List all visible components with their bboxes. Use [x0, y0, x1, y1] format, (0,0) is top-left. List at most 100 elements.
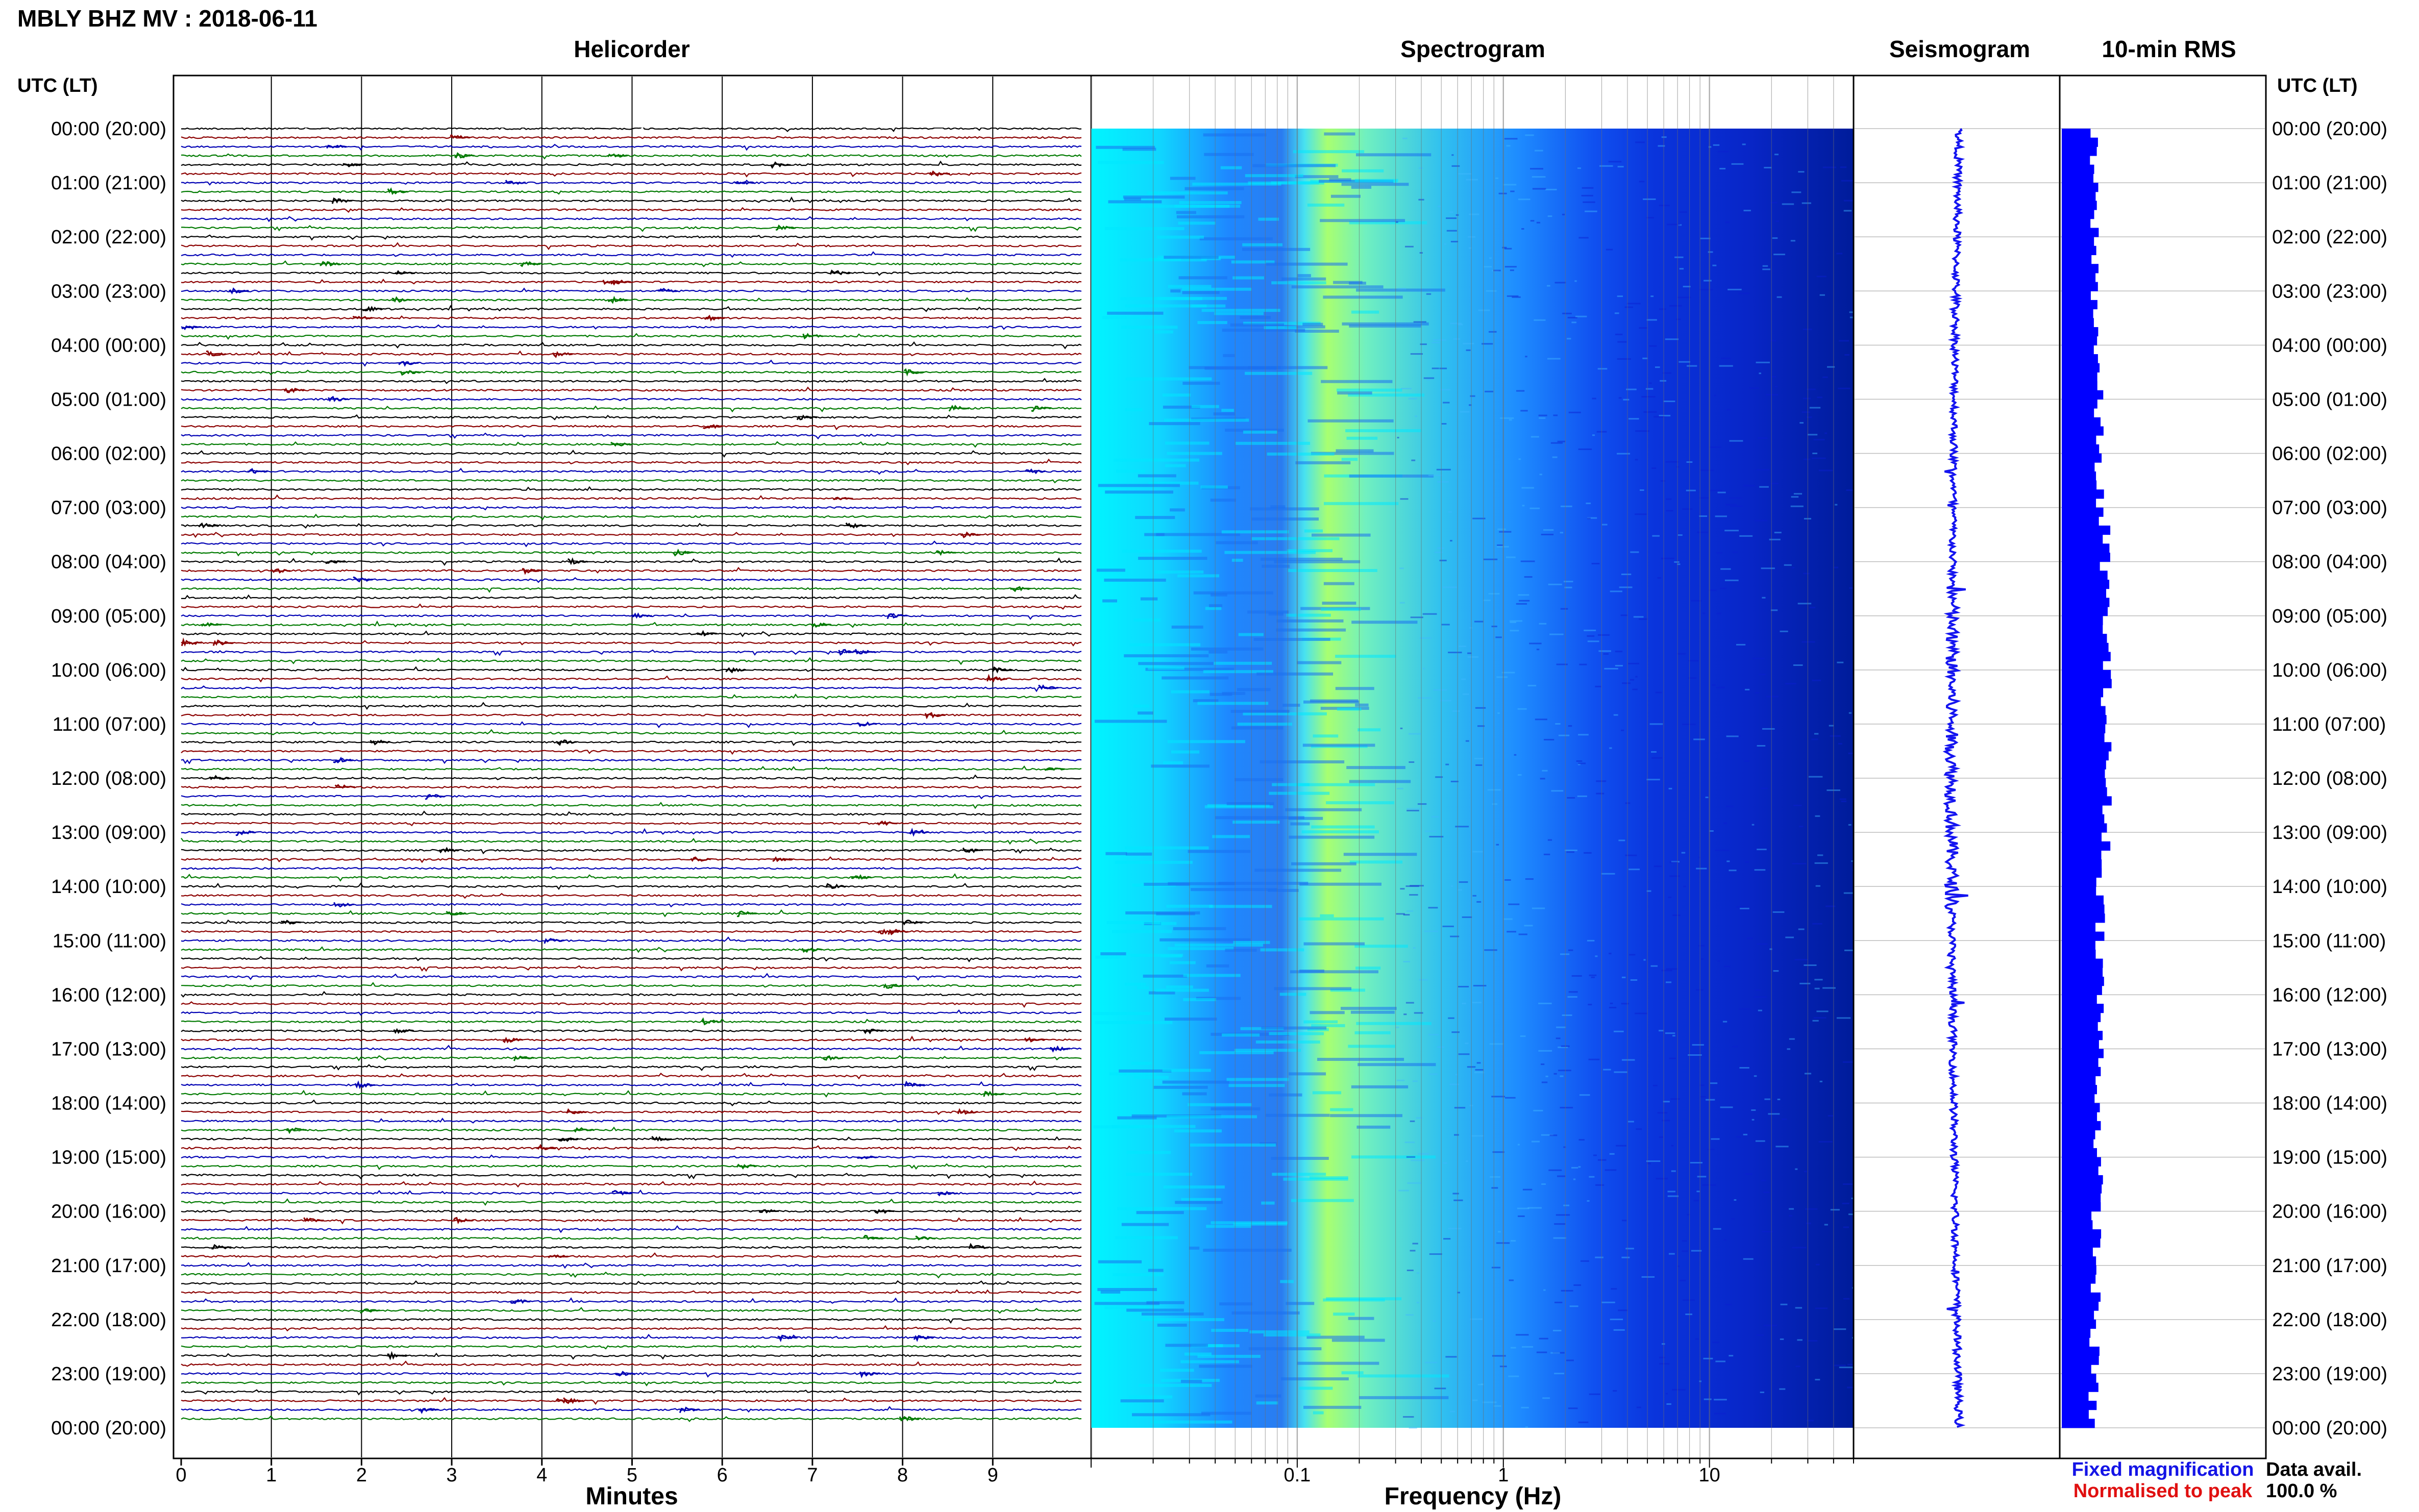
spectrogram-speckle [1418, 697, 1431, 699]
spectrogram-speckle [1472, 895, 1476, 897]
helicorder-event [851, 874, 872, 880]
spectrogram-streak [1107, 311, 1164, 315]
spectrogram-streak [1189, 1246, 1200, 1250]
spectrogram-speckle [1589, 1176, 1595, 1178]
spectrogram-streak [1144, 882, 1190, 886]
spectrogram-speckle [1529, 642, 1542, 645]
spectrogram-speckle [1613, 714, 1618, 716]
helicorder-trace-row [181, 1163, 1082, 1170]
rms-bar [2062, 191, 2096, 201]
spectrogram-speckle [1428, 475, 1443, 477]
spectrogram-speckle [1815, 885, 1820, 887]
spectrogram-streak [1359, 1396, 1449, 1399]
spectrogram-speckle [1530, 220, 1535, 222]
data-availability-label: Data avail. [2266, 1459, 2362, 1480]
helicorder-trace-row [181, 479, 1082, 484]
spectrogram-speckle [1411, 1159, 1425, 1161]
spectrogram-streak [1184, 1352, 1212, 1356]
helicorder-event [651, 1136, 672, 1142]
spectrogram-speckle [1428, 907, 1438, 909]
spectrogram-streak [1322, 602, 1356, 605]
spectrogram-speckle [1426, 293, 1431, 295]
spectrogram-streak [1120, 1399, 1164, 1403]
helicorder-trace-row [181, 494, 1082, 500]
helicorder-event [362, 306, 383, 312]
spectrogram-speckle [1467, 656, 1478, 658]
spectrogram-streak [1232, 821, 1280, 824]
spectrogram-streak [1203, 1249, 1292, 1252]
spectrogram-speckle [1448, 1228, 1462, 1230]
spectrogram-speckle [1806, 1222, 1811, 1224]
spectrogram-speckle [1769, 538, 1781, 540]
spectrogram-speckle [1573, 1178, 1576, 1180]
helicorder-trace-row [181, 432, 1082, 440]
spectrogram-speckle [1563, 1204, 1570, 1206]
spectrogram-speckle [1508, 903, 1520, 905]
helicorder-trace-row [181, 278, 1082, 285]
spectrogram-streak [1287, 549, 1332, 553]
spectrogram-speckle [1679, 361, 1690, 363]
rms-bar [2062, 201, 2097, 210]
spectrogram-speckle [1517, 1144, 1520, 1146]
spectrogram-speckle [1621, 1256, 1630, 1258]
spectrogram-speckle [1586, 502, 1591, 504]
rms-bar [2062, 1103, 2100, 1112]
spectrogram-streak [1095, 955, 1121, 959]
rms-bar [2062, 968, 2103, 977]
helicorder-trace-row [181, 1009, 1082, 1016]
rms-bar [2062, 598, 2110, 607]
spectrogram-streak [1206, 1225, 1251, 1228]
rms-bar [2062, 1274, 2096, 1284]
spectrogram-speckle [1762, 597, 1766, 599]
spectrogram-speckle [1538, 1002, 1552, 1004]
spectrogram-streak [1290, 822, 1310, 826]
helicorder-event [833, 497, 853, 501]
rms-bar [2062, 453, 2102, 463]
spectrogram-speckle [1510, 630, 1519, 632]
spectrogram-speckle [1601, 1301, 1615, 1303]
spectrogram-speckle [1552, 1330, 1562, 1331]
helicorder-event [1010, 586, 1031, 592]
spectrogram-speckle [1762, 268, 1770, 270]
spectrogram-speckle [1752, 657, 1765, 659]
spectrogram-streak [1115, 1236, 1178, 1240]
time-label-left: 02:00 (22:00) [51, 227, 166, 248]
spectrogram-streak [1337, 707, 1362, 711]
spectrogram-texture [1093, 129, 1854, 1429]
spectrogram-speckle [1719, 365, 1733, 367]
spectrogram-speckle [1764, 1098, 1770, 1100]
spectrogram-speckle [1717, 491, 1726, 493]
spectrogram-speckle [1397, 288, 1406, 290]
spectrogram-speckle [1520, 560, 1535, 562]
helicorder-trace-row [181, 1173, 1082, 1180]
spectrogram-speckle [1712, 1342, 1719, 1344]
spectrogram-speckle [1818, 469, 1833, 472]
spectrogram-speckle [1532, 176, 1546, 178]
spectrogram-streak [1333, 1312, 1355, 1316]
spectrogram-streak [1348, 393, 1425, 397]
spectrogram-speckle [1636, 1406, 1641, 1408]
time-label-left: 16:00 (12:00) [51, 984, 166, 1006]
spectrogram-speckle [1621, 976, 1626, 978]
rms-bar [2062, 895, 2104, 905]
spectrogram-speckle [1469, 404, 1472, 406]
spectrogram-speckle [1643, 198, 1656, 200]
helicorder-trace-row [181, 1307, 1082, 1314]
helicorder-x-tick-label: 4 [536, 1465, 547, 1486]
spectrogram-streak [1105, 227, 1184, 230]
spectrogram-speckle [1565, 849, 1577, 851]
data-availability-value: 100.0 % [2266, 1480, 2337, 1502]
spectrogram-speckle [1543, 529, 1554, 531]
rms-bar [2062, 218, 2091, 228]
helicorder-event [657, 288, 678, 293]
spectrogram-speckle [1814, 733, 1819, 735]
spectrogram-streak [1231, 1311, 1300, 1315]
spectrogram-speckle [1711, 1138, 1720, 1140]
rms-bar [2062, 534, 2103, 544]
spectrogram-speckle [1793, 664, 1803, 666]
rms-bar [2062, 561, 2100, 571]
spectrogram-speckle [1799, 422, 1804, 424]
helicorder-trace-row [181, 1126, 1082, 1132]
spectrogram-streak [1355, 966, 1381, 970]
spectrogram-speckle [1562, 312, 1572, 314]
